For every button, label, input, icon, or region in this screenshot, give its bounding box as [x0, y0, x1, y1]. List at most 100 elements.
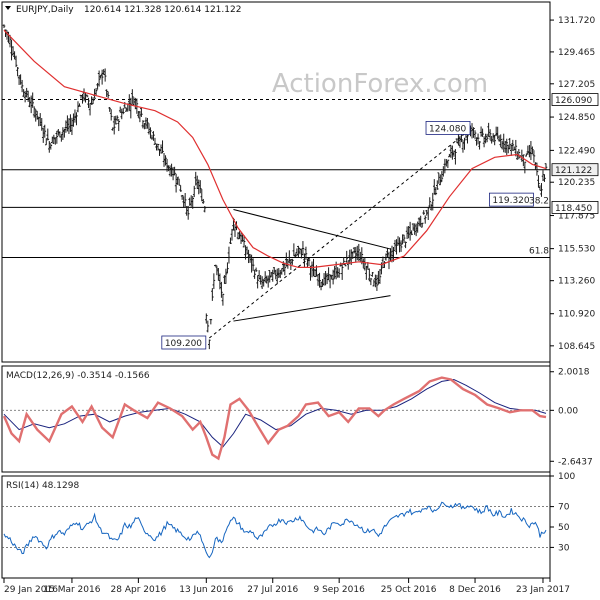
ohlc-bar — [63, 128, 66, 138]
ohlc-bar — [257, 270, 261, 280]
ohlc-bar — [476, 133, 480, 145]
price-ytick-label: 127.205 — [558, 80, 595, 90]
ohlc-bar — [448, 153, 451, 158]
ohlc-bar — [493, 134, 496, 146]
ohlc-bar — [16, 66, 19, 77]
rsi-ytick-label: 30 — [558, 543, 570, 553]
ohlc-bar — [360, 247, 364, 265]
ohlc-bar — [66, 115, 69, 132]
ohlc-bar — [155, 143, 158, 151]
ohlc-bar — [420, 222, 424, 228]
ohlc-bar — [505, 138, 509, 156]
trendline — [209, 127, 473, 339]
ohlc-bar — [399, 240, 403, 252]
ohlc-bar — [272, 267, 276, 274]
ohlc-bar — [322, 273, 326, 286]
ohlc-bar — [26, 90, 30, 102]
ohlc-bar — [14, 55, 18, 68]
ohlc-bar — [291, 258, 294, 265]
ohlc-bars — [2, 24, 548, 350]
ohlc-bar — [372, 279, 376, 287]
ohlc-bar — [46, 128, 50, 141]
ohlc-bar — [280, 268, 284, 275]
ohlc-bar — [514, 139, 518, 157]
ohlc-bar — [140, 107, 143, 117]
ohlc-bar — [61, 127, 65, 140]
ohlc-bar — [288, 250, 291, 263]
ohlc-bar — [194, 171, 198, 186]
ohlc-bar — [528, 144, 531, 158]
price-ytick-label: 110.920 — [558, 310, 595, 320]
ohlc-bar — [529, 141, 533, 161]
ohlc-bar — [497, 135, 501, 142]
ohlc-bar — [537, 175, 540, 188]
ohlc-bar — [186, 205, 190, 220]
ohlc-bar — [452, 150, 456, 157]
ohlc-bar — [81, 94, 84, 104]
ohlc-bar — [10, 39, 13, 61]
ohlc-bar — [58, 131, 62, 138]
ohlc-bar — [363, 257, 367, 271]
ohlc-bar — [318, 272, 321, 288]
ohlc-bar — [509, 144, 513, 156]
ohlc-bar — [310, 261, 314, 278]
ohlc-bar — [543, 174, 546, 182]
ohlc-bar — [69, 114, 72, 132]
ohlc-bar — [359, 251, 362, 262]
ohlc-bar — [440, 171, 444, 183]
ohlc-bar — [105, 89, 108, 97]
ohlc-bar — [362, 258, 365, 269]
ohlc-bar — [109, 109, 113, 121]
ohlc-bar — [422, 210, 426, 215]
ohlc-bar — [432, 179, 436, 195]
xtick-label: 9 Sep 2016 — [314, 585, 366, 595]
ohlc-bar — [141, 120, 145, 129]
level-label: 118.450 — [555, 204, 592, 214]
ohlc-bar — [381, 256, 385, 268]
xtick-label: 28 Apr 2016 — [111, 585, 167, 595]
ohlc-bar — [377, 270, 380, 285]
ohlc-bar — [17, 75, 21, 85]
ohlc-bar — [226, 262, 229, 274]
watermark: ActionForex.com — [272, 69, 488, 99]
ohlc-bar — [221, 293, 225, 306]
ohlc-bar — [268, 270, 272, 283]
rsi-title: RSI(14) 48.1298 — [6, 481, 79, 491]
price-panel-frame — [1, 1, 551, 363]
ohlc-bar — [229, 237, 232, 244]
symbol-label: EURJPY,Daily — [16, 5, 74, 15]
ohlc-bar — [435, 180, 439, 190]
ohlc-bar — [398, 237, 401, 253]
ohlc-bar — [374, 274, 377, 288]
moving-average-line — [3, 29, 547, 268]
ohlc-bar — [60, 134, 63, 142]
ohlc-bar — [401, 234, 404, 245]
ohlc-bar — [371, 271, 374, 277]
ohlc-bar — [100, 69, 104, 85]
ohlc-bar — [368, 268, 371, 282]
ohlc-bar — [503, 140, 507, 153]
ohlc-bar — [192, 185, 196, 198]
ohlc-bar — [156, 143, 160, 151]
ohlc-bar — [177, 178, 181, 186]
ohlc-bar — [54, 137, 57, 145]
ohlc-bar — [369, 277, 373, 286]
ohlc-bar — [423, 215, 427, 224]
ohlc-bar — [411, 223, 415, 231]
ohlc-bar — [337, 268, 341, 278]
ohlc-bar — [345, 250, 349, 263]
ohlc-bar — [346, 260, 350, 270]
ohlc-bar — [91, 97, 95, 105]
price-ytick-label: 124.850 — [558, 113, 595, 123]
ohlc-bar — [129, 97, 133, 119]
ohlc-bar — [85, 94, 89, 98]
ohlc-bar — [479, 126, 483, 137]
signal-line — [3, 378, 547, 448]
ohlc-bar — [301, 241, 305, 256]
ohlc-bar — [108, 107, 111, 112]
ohlc-bar — [224, 268, 228, 284]
xtick-label: 27 Jul 2016 — [247, 585, 298, 595]
ohlc-bar — [183, 193, 187, 208]
ohlc-bar — [419, 215, 422, 227]
ohlc-bar — [327, 267, 330, 281]
